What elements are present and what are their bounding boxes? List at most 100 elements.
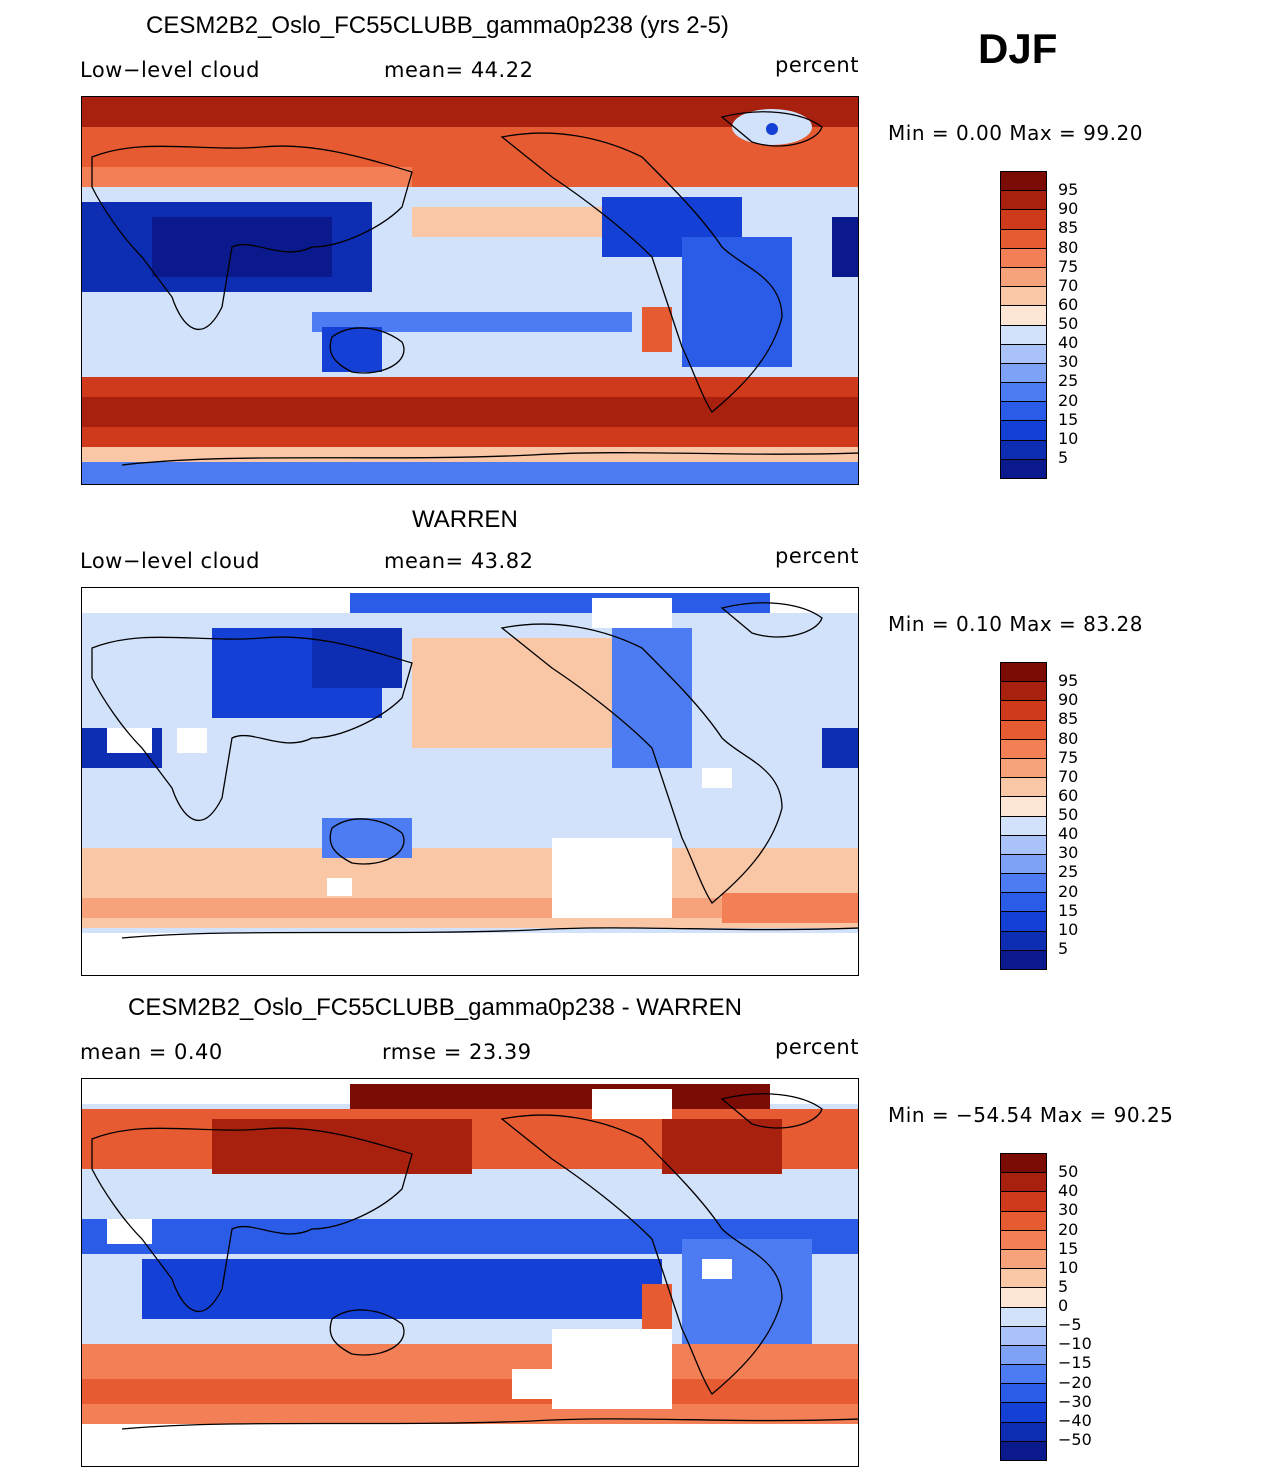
panel1-title: CESM2B2_Oslo_FC55CLUBB_gamma0p238 (yrs 2… <box>146 12 729 39</box>
panel3-mean-label: mean = 0.40 <box>80 1040 223 1064</box>
colorbar-segment <box>1001 796 1046 816</box>
panel1-map-svg <box>82 97 858 484</box>
panel3-map-svg <box>82 1079 858 1466</box>
colorbar-tick-label: 25 <box>1058 371 1079 391</box>
panel1-unit-label: percent <box>775 53 859 77</box>
panel2-unit-label: percent <box>775 544 859 568</box>
colorbar-tick-label: 5 <box>1058 1276 1069 1296</box>
colorbar-segment <box>1001 266 1046 287</box>
panel1-mean-label: mean= 44.22 <box>384 58 534 82</box>
colorbar-tick-label: 5 <box>1058 447 1069 467</box>
colorbar-segment <box>1001 1191 1046 1211</box>
colorbar-tick-label: 85 <box>1058 709 1079 729</box>
colorbar-segment <box>1001 247 1046 267</box>
panel2-minmax: Min = 0.10 Max = 83.28 <box>888 612 1143 636</box>
colorbar-segment <box>1001 1154 1046 1173</box>
colorbar-segment <box>1001 172 1046 191</box>
colorbar-segment <box>1001 815 1046 835</box>
colorbar-segment <box>1001 1172 1046 1192</box>
colorbar-segment <box>1001 1402 1046 1422</box>
colorbar-segment <box>1001 458 1046 478</box>
panel3-unit-label: percent <box>775 1035 859 1059</box>
colorbar-segment <box>1001 1344 1046 1365</box>
colorbar-tick-label: 10 <box>1058 919 1079 939</box>
colorbar-tick-label: 75 <box>1058 256 1079 276</box>
colorbar-tick-label: 80 <box>1058 728 1079 748</box>
colorbar-tick-label: 50 <box>1058 314 1079 333</box>
colorbar-segment <box>1001 1229 1046 1249</box>
colorbar-tick-label: 90 <box>1058 199 1079 219</box>
colorbar-tick-label: 75 <box>1058 747 1079 767</box>
season-label: DJF <box>978 25 1058 72</box>
colorbar-segment <box>1001 190 1046 210</box>
colorbar-tick-label: 60 <box>1058 294 1079 314</box>
colorbar-segment <box>1001 1306 1046 1326</box>
colorbar-segment <box>1001 362 1046 383</box>
colorbar-segment <box>1001 228 1046 248</box>
colorbar-segment <box>1001 719 1046 739</box>
panel2-mean-label: mean= 43.82 <box>384 549 534 573</box>
colorbar-segment <box>1001 911 1046 931</box>
colorbar-segment <box>1001 209 1046 229</box>
colorbar-segment <box>1001 1364 1046 1384</box>
colorbar-tick-label: 30 <box>1058 843 1079 863</box>
colorbar-tick-label: 30 <box>1058 1200 1079 1220</box>
colorbar-segment <box>1001 1325 1046 1345</box>
colorbar-tick-label: 20 <box>1058 881 1079 901</box>
colorbar-tick-label: 15 <box>1058 409 1079 429</box>
colorbar-tick-label: −30 <box>1058 1391 1092 1411</box>
panel2-colorbar-labels: 5 10 15 20 25 30 40 50 60 70 75 80 85 90 95 <box>1058 662 1118 968</box>
colorbar-segment <box>1001 343 1046 363</box>
colorbar-tick-label: 85 <box>1058 218 1079 238</box>
colorbar-segment <box>1001 305 1046 325</box>
colorbar-segment <box>1001 1421 1046 1441</box>
colorbar-tick-label: 50 <box>1058 1162 1079 1182</box>
colorbar-segment <box>1001 1210 1046 1230</box>
panel3-minmax: Min = −54.54 Max = 90.25 <box>888 1103 1174 1127</box>
colorbar-segment <box>1001 853 1046 874</box>
colorbar-segment <box>1001 681 1046 701</box>
colorbar-tick-label: 15 <box>1058 1238 1079 1258</box>
colorbar-segment <box>1001 663 1046 682</box>
panel3-rmse-label: rmse = 23.39 <box>382 1040 532 1064</box>
colorbar-segment <box>1001 1440 1046 1460</box>
colorbar-tick-label: 95 <box>1058 180 1079 200</box>
colorbar-tick-label: 50 <box>1058 805 1079 824</box>
colorbar-segment <box>1001 439 1046 459</box>
colorbar-segment <box>1001 1248 1046 1269</box>
colorbar-tick-label: −5 <box>1058 1315 1082 1335</box>
panel1-map <box>81 96 859 485</box>
colorbar-tick-label: −15 <box>1058 1353 1092 1373</box>
colorbar-segment <box>1001 401 1046 421</box>
colorbar-segment <box>1001 949 1046 969</box>
colorbar-segment <box>1001 700 1046 720</box>
colorbar-tick-label: 25 <box>1058 862 1079 882</box>
panel2-map <box>81 587 859 976</box>
colorbar-tick-label: 20 <box>1058 1219 1079 1239</box>
panel1-variable-label: Low−level cloud <box>80 58 260 82</box>
colorbar-tick-label: 0 <box>1058 1296 1069 1315</box>
colorbar-tick-label: 30 <box>1058 352 1079 372</box>
panel1-colorbar-labels: 5 10 15 20 25 30 40 50 60 70 75 80 85 90 95 <box>1058 171 1118 477</box>
colorbar-tick-label: −20 <box>1058 1372 1092 1392</box>
colorbar-segment <box>1001 834 1046 854</box>
colorbar-segment <box>1001 382 1046 402</box>
panel2-map-svg <box>82 588 858 975</box>
colorbar-segment <box>1001 1268 1046 1288</box>
colorbar-segment <box>1001 1383 1046 1403</box>
panel3-colorbar-labels: −50 −40 −30 −20 −15 −10 −5 0 5 10 15 20 30 40 50 <box>1058 1153 1118 1459</box>
colorbar-tick-label: 80 <box>1058 237 1079 257</box>
colorbar-tick-label: 40 <box>1058 333 1079 353</box>
panel1-minmax: Min = 0.00 Max = 99.20 <box>888 121 1143 145</box>
colorbar-segment <box>1001 873 1046 893</box>
panel2-variable-label: Low−level cloud <box>80 549 260 573</box>
colorbar-segment <box>1001 324 1046 344</box>
colorbar-segment <box>1001 1287 1046 1307</box>
colorbar-tick-label: −40 <box>1058 1410 1092 1430</box>
colorbar-tick-label: 70 <box>1058 275 1079 295</box>
colorbar-tick-label: 10 <box>1058 1257 1079 1277</box>
panel3-title: CESM2B2_Oslo_FC55CLUBB_gamma0p238 - WARR… <box>128 994 743 1021</box>
colorbar-segment <box>1001 286 1046 306</box>
panel1-colorbar <box>1000 171 1047 479</box>
colorbar-segment <box>1001 420 1046 440</box>
